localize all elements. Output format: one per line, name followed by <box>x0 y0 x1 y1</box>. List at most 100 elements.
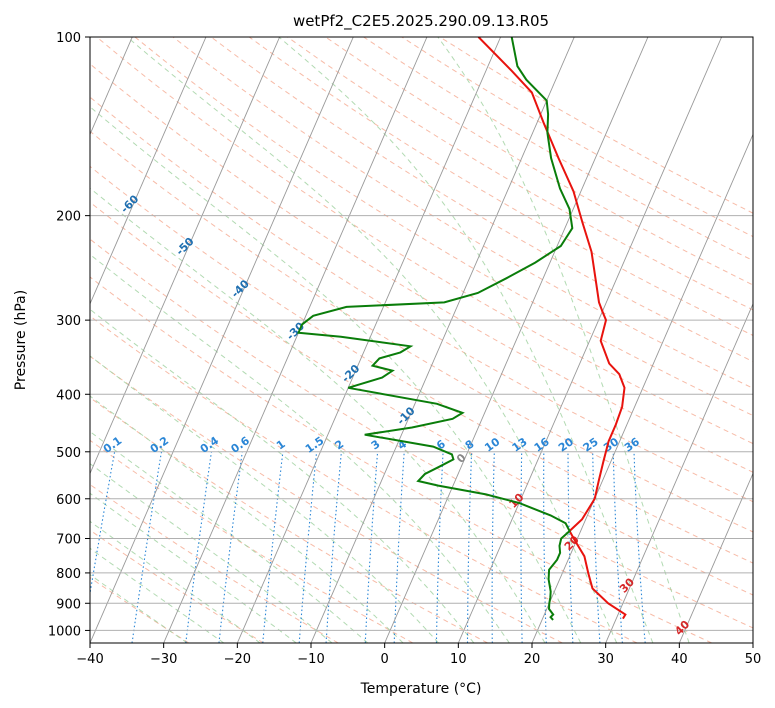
moist-adiabat-line <box>90 253 510 643</box>
mixing-ratio-line <box>520 451 523 643</box>
x-axis-label: Temperature (°C) <box>360 681 482 697</box>
isotherm-label: -20 <box>339 362 362 385</box>
moist-adiabat-line <box>278 37 654 643</box>
dry-adiabat-line <box>134 37 753 417</box>
dry-adiabat-line <box>90 276 712 643</box>
isotherm-line <box>90 37 281 475</box>
y-tick-label: 1000 <box>48 624 81 639</box>
dry-adiabat-line <box>248 37 753 336</box>
mixing-ratio-label: 0.1 <box>101 434 124 456</box>
mixing-ratio-line <box>491 451 495 643</box>
isotherm-line <box>531 133 753 643</box>
isotherm-label: 0 <box>454 451 469 466</box>
x-tick-label: 50 <box>745 652 762 667</box>
y-tick-label: 200 <box>56 210 81 225</box>
mixing-ratio-line <box>298 451 318 643</box>
moist-adiabats <box>90 37 690 643</box>
mixing-ratio-line <box>90 451 116 597</box>
mixing-ratio-label: 3 <box>369 437 383 452</box>
dry-adiabat-line <box>90 63 753 473</box>
mixing-ratio-line <box>185 451 213 643</box>
mixing-ratio-line <box>364 451 379 643</box>
plot-frame <box>89 36 754 644</box>
mixing-ratio-line <box>612 451 623 643</box>
isotherm-line <box>0 37 59 643</box>
dry-adiabat-line <box>90 396 488 643</box>
isotherm-line <box>90 37 354 643</box>
moist-adiabat-line <box>90 106 582 643</box>
isotherm-line <box>384 37 649 643</box>
x-tick-label: −20 <box>224 652 251 667</box>
dry-adiabat-line <box>287 37 753 311</box>
x-tick-label: 40 <box>671 652 688 667</box>
x-axis-ticks: −40 −30 −20 −10 0 10 20 30 40 50 <box>76 643 761 667</box>
isotherm-label: -70 <box>63 150 86 173</box>
mixing-ratio-line <box>262 451 284 643</box>
dry-adiabat-line <box>90 201 753 596</box>
mixing-ratio-label: 0.4 <box>198 434 222 456</box>
x-tick-label: 20 <box>524 652 541 667</box>
isotherm-label: -10 <box>394 404 417 427</box>
mixing-ratio-labels: 0.1 0.2 0.4 0.6 1 1.5 2 3 4 6 8 10 13 16 20 25 30 36 <box>101 434 642 456</box>
dewpoint-profile-line <box>297 37 574 621</box>
moist-adiabat-line <box>437 37 690 643</box>
y-tick-label: 700 <box>56 533 81 548</box>
moist-adiabat-line <box>90 395 404 643</box>
isotherm-label: 40 <box>672 618 692 638</box>
dry-adiabat-line <box>439 37 753 214</box>
isotherm-line <box>310 37 575 643</box>
isotherm-line <box>752 641 753 643</box>
dry-adiabat-line <box>90 238 753 629</box>
isotherm-label: -40 <box>229 277 252 300</box>
isotherm-line <box>678 472 753 643</box>
isotherm-line <box>90 37 207 306</box>
mixing-ratio-line <box>218 451 243 643</box>
isotherms <box>0 37 753 643</box>
moist-adiabat-line <box>126 37 618 643</box>
isotherm-label: 30 <box>617 575 637 595</box>
moist-adiabat-line <box>90 187 546 643</box>
x-tick-label: −30 <box>150 652 177 667</box>
y-tick-label: 800 <box>56 567 81 582</box>
mixing-ratio-label: 0.6 <box>229 434 253 456</box>
mixing-ratio-lines <box>90 451 646 643</box>
mixing-ratio-line <box>393 451 405 643</box>
moist-adiabat-line <box>90 573 188 643</box>
chart-title: wetPf2_C2E5.2025.290.09.13.R05 <box>293 12 549 31</box>
dry-adiabat-line <box>172 37 753 389</box>
moist-adiabat-line <box>90 520 261 643</box>
plot-area: -100-90-80-70-60-50-40-30-20-10010203040… <box>0 37 753 643</box>
x-tick-label: −40 <box>76 652 103 667</box>
moist-adiabat-line <box>90 547 225 643</box>
y-tick-label: 300 <box>56 314 81 329</box>
y-axis-label: Pressure (hPa) <box>13 290 29 390</box>
isotherm-label: -50 <box>173 235 196 258</box>
moist-adiabat-line <box>90 355 439 643</box>
isotherm-line <box>605 302 753 643</box>
mixing-ratio-line <box>325 451 342 643</box>
pressure-gridlines <box>90 37 753 631</box>
y-tick-label: 900 <box>56 597 81 612</box>
mixing-ratio-label: 1.5 <box>303 434 326 456</box>
y-tick-label: 400 <box>56 388 81 403</box>
y-tick-label: 500 <box>56 446 81 461</box>
y-tick-label: 100 <box>56 31 81 46</box>
dry-adiabat-line <box>90 315 638 643</box>
isotherm-label: -80 <box>8 107 31 130</box>
x-tick-label: 30 <box>597 652 614 667</box>
dry-adiabat-line <box>96 37 753 445</box>
mixing-ratio-label: 8 <box>463 437 477 452</box>
isotherm-label: -60 <box>118 192 141 215</box>
dry-adiabat-line <box>90 355 563 643</box>
temperature-profile-line <box>477 37 627 620</box>
y-axis-ticks: 100 200 300 400 500 600 700 800 900 1000 <box>48 31 90 639</box>
mixing-ratio-label: 1 <box>274 437 288 452</box>
moist-adiabat-line <box>90 308 475 643</box>
mixing-ratio-line <box>633 451 646 643</box>
x-tick-label: 0 <box>381 652 389 667</box>
moist-adiabat-line <box>90 430 369 643</box>
x-tick-label: −10 <box>297 652 324 667</box>
mixing-ratio-line <box>592 451 601 643</box>
isotherm-line <box>163 37 428 643</box>
